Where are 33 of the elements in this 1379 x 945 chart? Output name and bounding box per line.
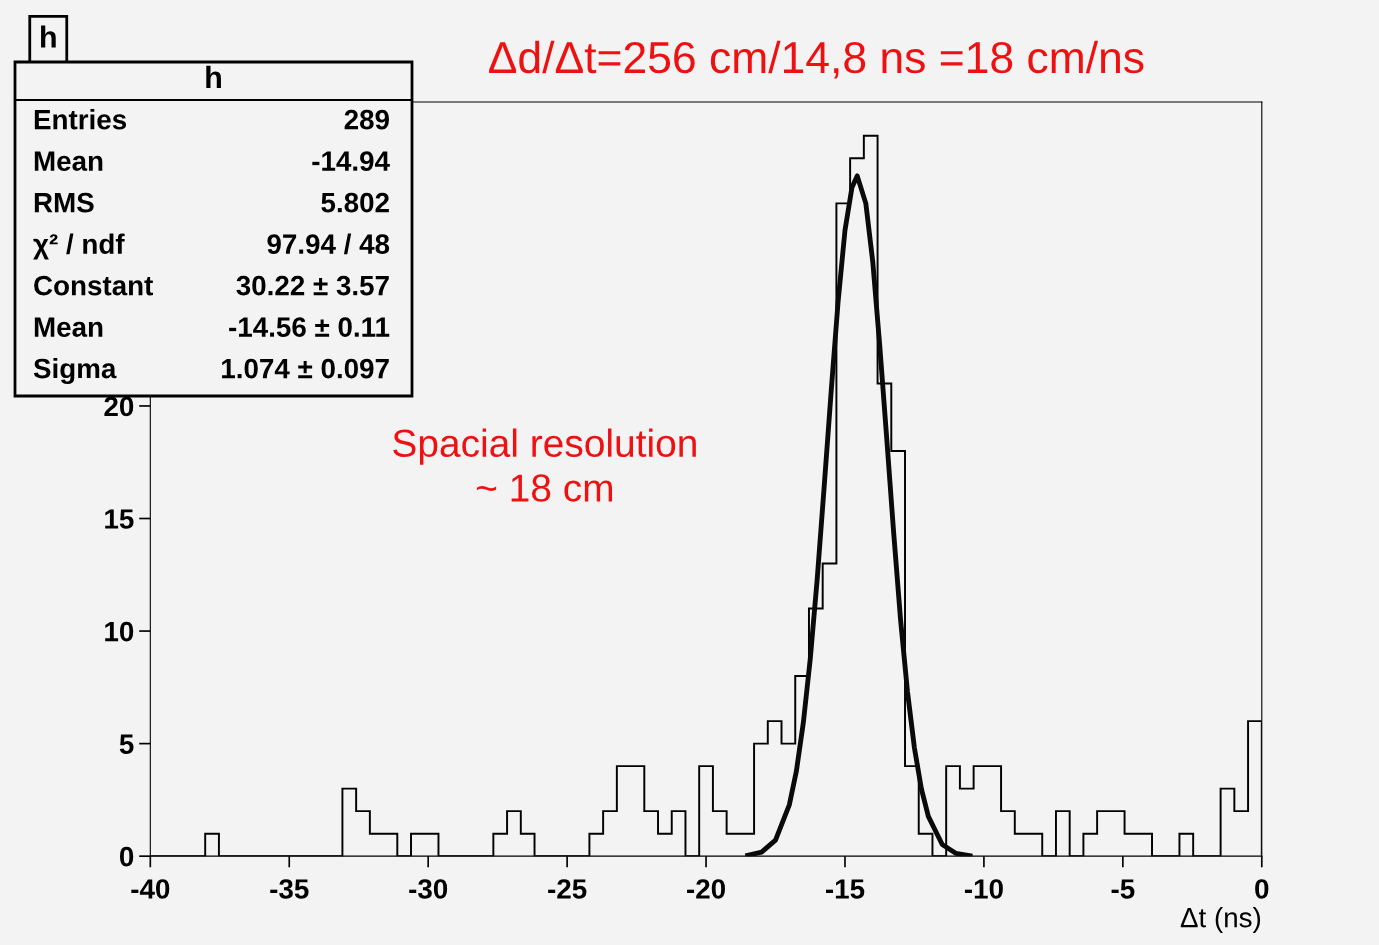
y-tick-label: 20 [104,396,134,417]
chart-title: h [41,25,56,48]
annotation: 289 [344,109,389,130]
x-tick-label: -20 [687,879,725,899]
y-tick-label: 5 [119,734,134,754]
x-axis-title: Δt (ns) [1180,907,1261,933]
annotation: 5.802 [321,192,389,213]
annotation: 1.074 ± 0.097 [222,358,389,379]
text: χ² / ndf [33,233,125,260]
text: Sigma [33,357,117,385]
annotation: -14.56 ± 0.11 [229,317,390,337]
y-tick-label: 15 [105,509,134,529]
annotation: 97.94 / 48 [267,233,390,255]
text: Mean [34,317,103,337]
x-tick-label: -25 [548,879,587,899]
y-tick-label: 10 [105,621,134,642]
text: Δd/Δt=256 cm/14,8 ns =18 cm/ns [489,40,1144,79]
annotation: -14.94 [312,151,390,171]
x-tick-label: -40 [131,879,170,899]
text: Entries [34,109,127,130]
y-tick-label: 0 [119,846,134,867]
x-tick-label: -35 [270,879,309,899]
x-tick-label: -5 [1111,879,1135,899]
x-tick-label: 0 [1255,879,1269,899]
x-tick-label: -30 [409,879,448,899]
annotation: Constant [34,275,154,296]
text: Mean [34,151,103,171]
text: RMS [34,192,94,213]
annotation: 30.22 ± 3.57 [236,275,389,296]
x-tick-label: -10 [964,879,1003,899]
text: h [206,65,221,88]
annotation: Spacial resolution ~ 18 cm [393,428,696,502]
x-tick-label: -15 [826,879,865,899]
